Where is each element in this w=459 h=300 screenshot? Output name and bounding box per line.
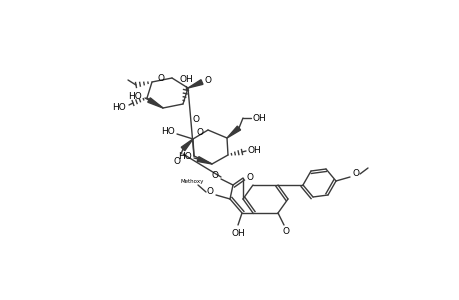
Text: O: O	[206, 188, 213, 196]
Text: O: O	[204, 76, 211, 85]
Text: OH: OH	[246, 146, 260, 154]
Text: O: O	[157, 74, 164, 82]
Text: OH: OH	[252, 113, 265, 122]
Text: O: O	[282, 227, 289, 236]
Text: O: O	[246, 172, 253, 182]
Text: HO: HO	[128, 92, 141, 100]
Text: O: O	[352, 169, 359, 178]
Text: HO: HO	[161, 127, 174, 136]
Polygon shape	[197, 157, 212, 164]
Text: Methoxy: Methoxy	[180, 178, 203, 184]
Text: O: O	[192, 115, 199, 124]
Text: HO: HO	[178, 152, 191, 160]
Text: O: O	[211, 170, 218, 179]
Polygon shape	[181, 139, 193, 151]
Text: O: O	[196, 128, 203, 136]
Text: HO: HO	[112, 103, 126, 112]
Polygon shape	[147, 98, 162, 108]
Polygon shape	[188, 80, 202, 88]
Text: OH: OH	[230, 229, 244, 238]
Text: OH: OH	[179, 74, 192, 83]
Polygon shape	[226, 126, 240, 138]
Text: O: O	[173, 157, 180, 166]
